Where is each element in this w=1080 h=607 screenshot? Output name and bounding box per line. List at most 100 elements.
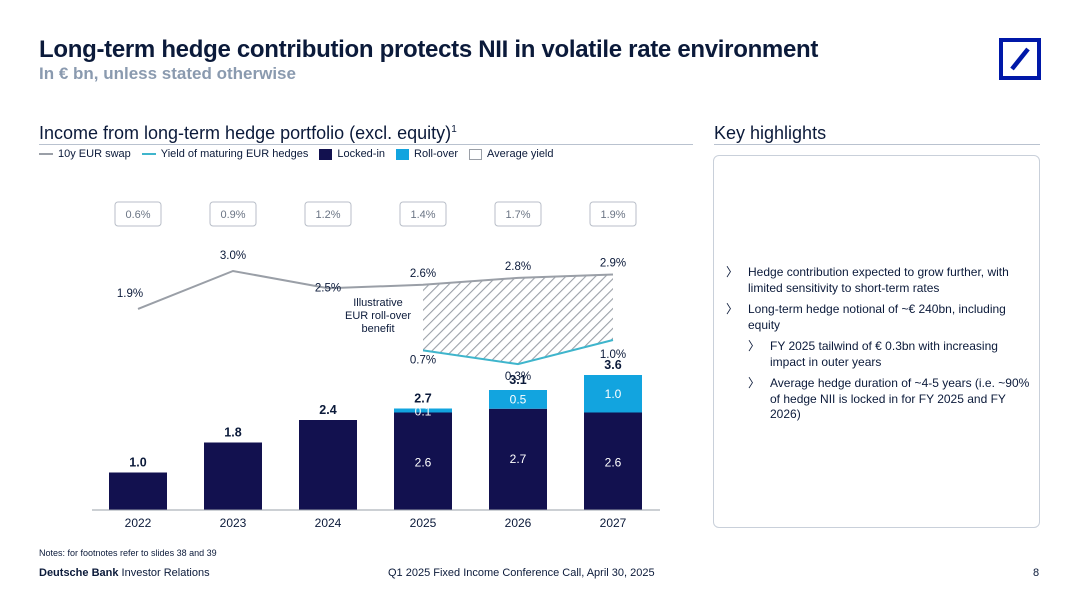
maturing-point-label: 0.7% [410,354,436,366]
x-tick-label: 2026 [505,516,532,530]
average-yield-label: 1.7% [505,209,530,221]
highlight-item: 〉 Hedge contribution expected to grow fur… [726,265,1036,296]
legend-maturing-swatch [141,153,156,155]
footnote-marker: 1 [451,124,457,135]
chevron-right-icon: 〉 [726,265,739,279]
bar-locked-in [204,442,262,510]
bar-locked-in-label: 2.6 [415,456,432,470]
bar-locked-in [299,420,357,510]
swap-point-label: 2.5% [315,282,341,294]
chart-legend: 10y EUR swap Yield of maturing EUR hedge… [39,148,565,160]
legend-swap-swatch [39,153,53,155]
maturing-point-label: 1.0% [600,349,626,361]
deutsche-bank-logo-icon [999,38,1041,80]
bar-total-label: 2.4 [319,403,336,417]
footer-brand-rest: Investor Relations [118,567,210,579]
bar-total-label: 1.0 [129,456,146,470]
average-yield-box [304,201,352,227]
legend-avg: Average yield [469,148,554,160]
maturing-point-label: 0.3% [505,371,531,383]
hedge-income-chart: 0.6% 0.9% 1.2% 1.4% 1.7% 1.9% 1.9% 3.0% 2.5% 2.6%… [92,201,660,530]
average-yield-label: 1.9% [600,209,625,221]
legend-avg-label: Average yield [487,148,554,160]
swap-point-label: 2.6% [410,268,436,280]
legend-swap-label: 10y EUR swap [58,148,131,160]
x-tick-label: 2024 [315,516,342,530]
x-tick-label: 2027 [600,516,627,530]
page-title: Long-term hedge contribution protects NI… [39,36,819,63]
chart-section-title-text: Income from long-term hedge portfolio (e… [39,123,452,143]
average-yield-label: 1.4% [410,209,435,221]
bar-roll-over [584,375,642,413]
page-subtitle: In € bn, unless stated otherwise [39,64,296,83]
legend-maturing-label: Yield of maturing EUR hedges [160,148,309,160]
highlights-title-rule [714,144,1040,145]
legend-swap: 10y EUR swap [39,148,131,160]
swap-point-label: 1.9% [117,288,143,300]
legend-maturing: Yield of maturing EUR hedges [141,148,309,160]
footer-brand-bold: Deutsche Bank [39,567,119,579]
legend-rollover-label: Roll-over [414,148,459,160]
highlight-text: Hedge contribution expected to grow furt… [748,265,1009,295]
highlight-text: Long-term hedge notional of ~€ 240bn, in… [748,302,1006,332]
bar-locked-in [584,412,642,510]
chevron-right-icon: 〉 [726,302,739,316]
average-yield-box [209,201,257,227]
rollover-annotation-line: benefit [361,323,394,335]
highlights-list: 〉 Hedge contribution expected to grow fur… [726,265,1036,429]
average-yield-label: 1.2% [315,209,340,221]
x-tick-label: 2022 [125,516,152,530]
bar-roll-over-label: 0.5 [510,392,527,406]
chart-title-rule [39,144,693,145]
rollover-benefit-area [423,274,613,365]
bar-total-label: 3.1 [509,373,526,387]
average-yield-label: 0.9% [220,209,245,221]
chevron-right-icon: 〉 [748,339,761,353]
highlights-title: Key highlights [714,123,827,143]
swap-point-label: 2.8% [505,261,531,273]
bar-roll-over-label: 1.0 [605,387,622,401]
highlights-panel [713,155,1040,528]
bar-total-label: 1.8 [224,426,241,440]
footer-event: Q1 2025 Fixed Income Conference Call, Ap… [388,567,655,579]
bar-total-label: 3.6 [604,358,621,372]
average-yield-box [114,201,162,227]
highlight-text: FY 2025 tailwind of € 0.3bn with increas… [770,339,998,369]
average-yield-box [589,201,637,227]
maturing-yield-line [422,339,614,366]
bar-locked-in-label: 2.6 [605,456,622,470]
legend-locked-label: Locked-in [337,148,386,160]
chart-section-title: Income from long-term hedge portfolio (e… [39,123,457,144]
legend-locked: Locked-in [319,148,385,160]
bar-roll-over [394,408,452,413]
rollover-annotation-line: EUR roll-over [345,310,411,322]
highlight-item: 〉 Long-term hedge notional of ~€ 240bn, i… [726,302,1036,333]
average-yield-label: 0.6% [125,209,150,221]
legend-locked-swatch [319,148,333,160]
highlight-text: Average hedge duration of ~4-5 years (i.… [770,376,1030,421]
footnotes: Notes: for footnotes refer to slides 38 … [39,548,217,558]
x-tick-label: 2023 [220,516,247,530]
swap-line [137,269,614,310]
footer-brand: Deutsche Bank Investor Relations [39,567,210,579]
bar-total-label: 2.7 [414,392,431,406]
page-number: 8 [1033,567,1040,579]
legend-rollover: Roll-over [396,148,458,160]
swap-point-label: 2.9% [600,257,626,269]
x-tick-label: 2025 [410,516,437,530]
legend-rollover-swatch [396,148,410,160]
legend-avg-swatch [469,148,483,160]
highlight-item: 〉 FY 2025 tailwind of € 0.3bn with increa… [726,339,1036,370]
highlight-item: 〉 Average hedge duration of ~4-5 years (i… [726,376,1036,423]
chevron-right-icon: 〉 [748,376,761,390]
bar-locked-in [489,408,547,510]
rollover-annotation-line: Illustrative [353,297,403,309]
bar-locked-in-label: 2.7 [510,452,527,466]
average-yield-box [494,201,542,227]
average-yield-box [399,201,447,227]
bar-locked-in [109,472,167,510]
bar-roll-over-label: 0.1 [415,405,432,419]
swap-point-label: 3.0% [220,250,246,262]
bar-locked-in [394,412,452,510]
bar-roll-over [489,390,547,409]
